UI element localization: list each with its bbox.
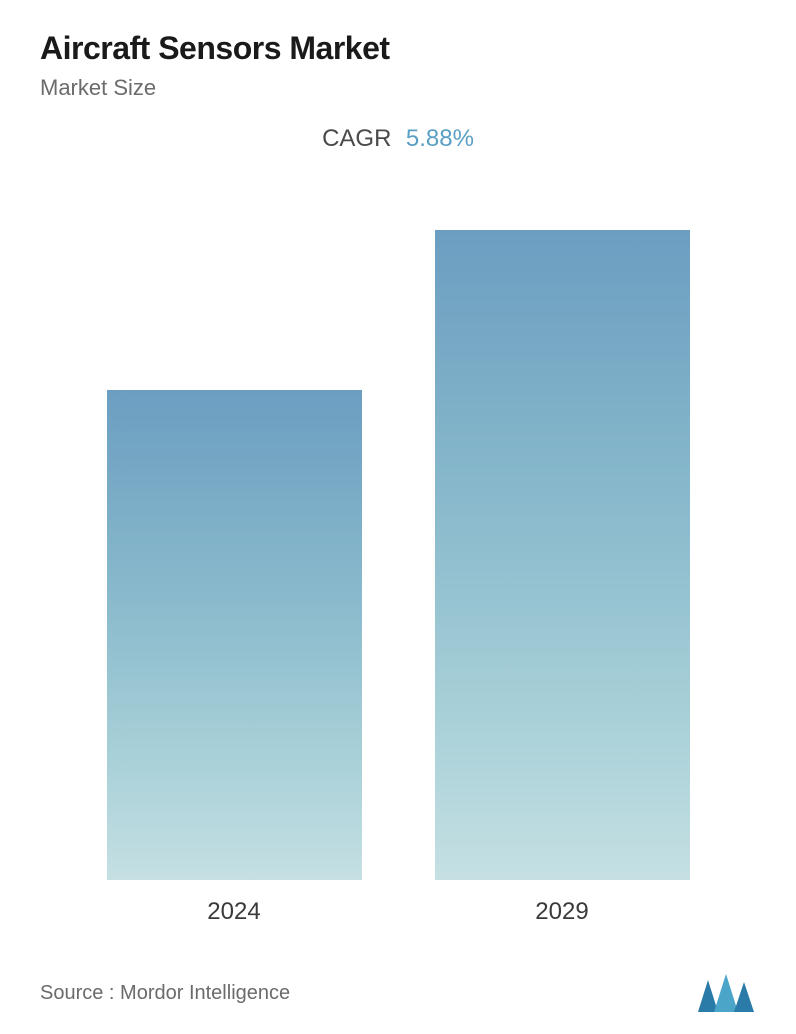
source-attribution: Source : Mordor Intelligence (40, 982, 290, 1005)
cagr-value: 5.88% (406, 125, 474, 152)
chart-footer: Source : Mordor Intelligence (40, 944, 756, 1014)
chart-title: Aircraft Sensors Market (40, 30, 756, 67)
brand-logo (696, 972, 756, 1014)
chart-subtitle: Market Size (40, 75, 756, 101)
bar-chart: 2024 2029 (40, 173, 756, 936)
bar-2024 (107, 390, 362, 880)
cagr-row: CAGR 5.88% (40, 125, 756, 153)
bar-2029 (435, 230, 690, 880)
bar-group-2029: 2029 (435, 173, 690, 926)
bar-group-2024: 2024 (107, 173, 362, 926)
mordor-logo-icon (696, 972, 756, 1014)
bar-label-2024: 2024 (207, 898, 260, 926)
bar-label-2029: 2029 (535, 898, 588, 926)
cagr-label: CAGR (322, 125, 391, 152)
